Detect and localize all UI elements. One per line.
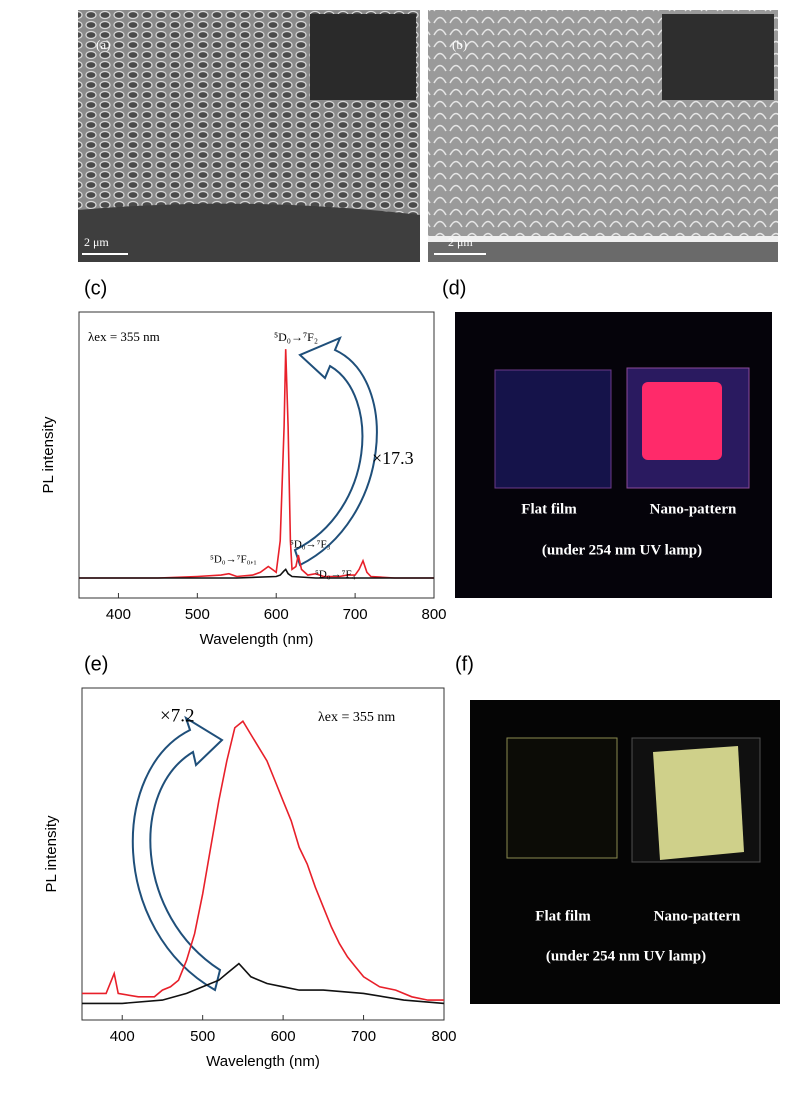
enhancement-arrow: [131, 715, 224, 992]
sem-inset: [310, 14, 416, 100]
photo-label: Flat film: [521, 501, 577, 517]
scale-label: 2 μm: [448, 235, 473, 249]
x-tick-label: 600: [264, 606, 289, 623]
x-tick-label: 700: [343, 606, 368, 623]
x-tick-label: 800: [421, 606, 446, 623]
annotation: ⁵D₀→⁷F₂: [274, 330, 318, 344]
panel-label: (e): [84, 653, 108, 675]
sem-inset: [662, 14, 774, 100]
pattern-emission: [642, 382, 722, 460]
plot-frame: [78, 311, 435, 599]
photo-label: Nano-pattern: [650, 501, 737, 517]
annotation: ⁵D₀→⁷F₃: [290, 539, 331, 551]
sem-edge: [428, 236, 778, 242]
x-axis-label: Wavelength (nm): [200, 631, 314, 648]
annotation: ×17.3: [372, 448, 414, 468]
annotation: ⁵D₀→⁷F₄: [315, 569, 356, 581]
x-tick-label: 400: [106, 606, 131, 623]
enhancement-arrow: [293, 336, 378, 567]
panel-label: (c): [84, 277, 107, 299]
spectrum-line: [82, 719, 444, 1001]
x-tick-label: 700: [351, 1028, 376, 1045]
panel-label: (a): [96, 37, 110, 52]
panel-label: (b): [452, 37, 467, 52]
x-tick-label: 500: [190, 1028, 215, 1045]
x-tick-label: 800: [431, 1028, 456, 1045]
spectrum-line: [79, 568, 434, 579]
sem-substrate: [428, 242, 778, 262]
photo-caption: (under 254 nm UV lamp): [542, 542, 702, 558]
x-axis-label: Wavelength (nm): [206, 1053, 320, 1070]
plot-frame: [81, 687, 445, 1021]
panel-label: (d): [442, 277, 466, 299]
annotation: λex = 355 nm: [88, 329, 160, 344]
x-tick-label: 600: [271, 1028, 296, 1045]
photo-label: Nano-pattern: [654, 908, 741, 924]
photo-caption: (under 254 nm UV lamp): [546, 948, 706, 964]
y-axis-label: PL intensity: [43, 815, 60, 892]
sem-edge: [78, 203, 420, 262]
annotation: λex = 355 nm: [318, 710, 395, 725]
x-tick-label: 500: [185, 606, 210, 623]
pattern-emission: [653, 746, 744, 860]
panel-label: (f): [455, 653, 474, 675]
flat-film-sample: [494, 369, 612, 489]
spectrum-line: [82, 962, 445, 1005]
annotation: ×7.2: [160, 705, 194, 726]
photo-label: Flat film: [535, 908, 591, 924]
scale-label: 2 μm: [84, 235, 109, 249]
annotation: ⁵D₀→⁷F₀,₁: [210, 554, 257, 566]
y-axis-label: PL intensity: [40, 416, 57, 493]
flat-film-sample: [506, 737, 618, 859]
x-tick-label: 400: [110, 1028, 135, 1045]
spectrum-line: [79, 349, 434, 579]
